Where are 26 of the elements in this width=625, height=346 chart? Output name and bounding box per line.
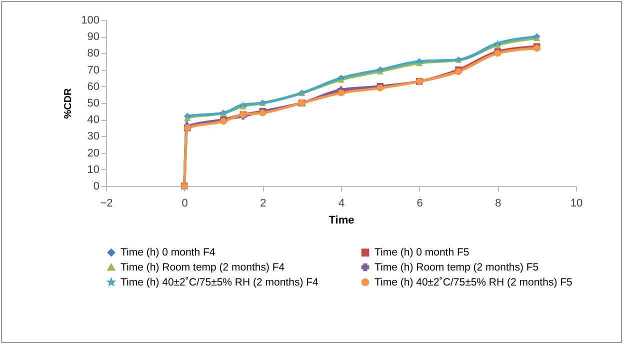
x-tick-label: 2: [260, 198, 266, 210]
x-tick-label: 8: [495, 198, 502, 210]
legend-label: Time (h) 0 month F4: [120, 246, 216, 259]
y-tick-label: 30: [87, 130, 100, 143]
y-tick-label: 70: [87, 64, 100, 76]
x-tick-label: 10: [570, 198, 583, 210]
x-tick-label: 0: [182, 198, 188, 210]
y-tick-label: 90: [87, 31, 100, 44]
y-tick-label: 100: [81, 14, 100, 26]
legend-label: Time (h) 0 month F5: [374, 246, 470, 259]
legend-label: Time (h) 40±2˚C/75±5% RH (2 months) F5: [374, 276, 573, 288]
y-tick-label: 80: [87, 48, 100, 60]
y-tick-label: 10: [87, 164, 100, 176]
legend-label: Time (h) Room temp (2 months) F5: [374, 261, 539, 274]
x-tick-label: −2: [100, 198, 113, 210]
y-tick-label: 50: [87, 98, 100, 110]
y-axis-title: %CDR: [63, 87, 74, 119]
y-tick-label: 20: [87, 147, 100, 160]
x-axis-title: Time: [328, 214, 354, 226]
x-tick-label: 4: [338, 198, 345, 210]
x-tick-label: 6: [416, 198, 423, 210]
legend-label: Time (h) Room temp (2 months) F4: [120, 261, 285, 274]
legend-label: Time (h) 40±2˚C/75±5% RH (2 months) F4: [120, 276, 319, 288]
y-tick-label: 60: [87, 80, 100, 93]
y-tick-label: 40: [87, 114, 100, 126]
y-tick-label: 0: [93, 180, 100, 192]
